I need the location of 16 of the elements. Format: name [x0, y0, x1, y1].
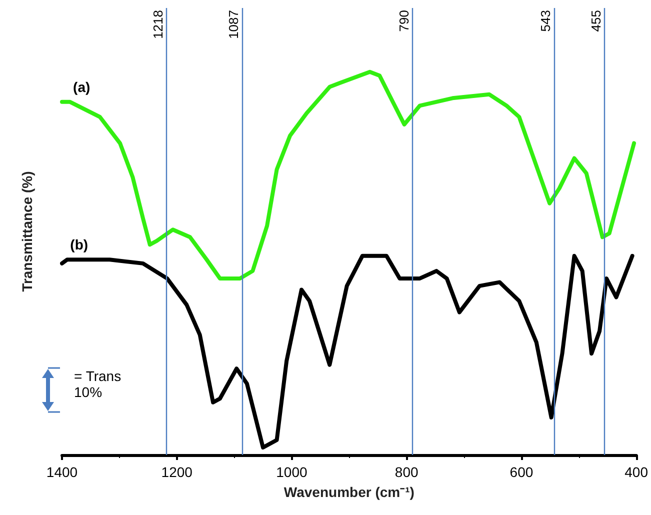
x-tick-label: 600 — [510, 464, 534, 480]
ref-line-label: 543 — [538, 10, 554, 32]
x-tick-label: 400 — [624, 464, 648, 480]
x-tick-label: 1000 — [276, 464, 308, 480]
ref-line-label: 1087 — [226, 10, 241, 39]
x-axis-title: Wavenumber (cm⁻¹) — [284, 484, 414, 500]
ref-line-label: 1218 — [150, 10, 166, 39]
series-label: (a) — [73, 78, 90, 95]
annotation: = Trans 10% — [74, 368, 125, 400]
y-axis-title: Transmittance (%) — [19, 171, 35, 292]
ref-line-label: 790 — [396, 10, 412, 32]
ref-line-label: 455 — [588, 10, 604, 32]
series-label: (b) — [70, 236, 88, 253]
x-tick-label: 800 — [394, 464, 418, 480]
x-tick-label: 1200 — [161, 464, 193, 480]
x-tick-label: 1400 — [46, 464, 78, 480]
